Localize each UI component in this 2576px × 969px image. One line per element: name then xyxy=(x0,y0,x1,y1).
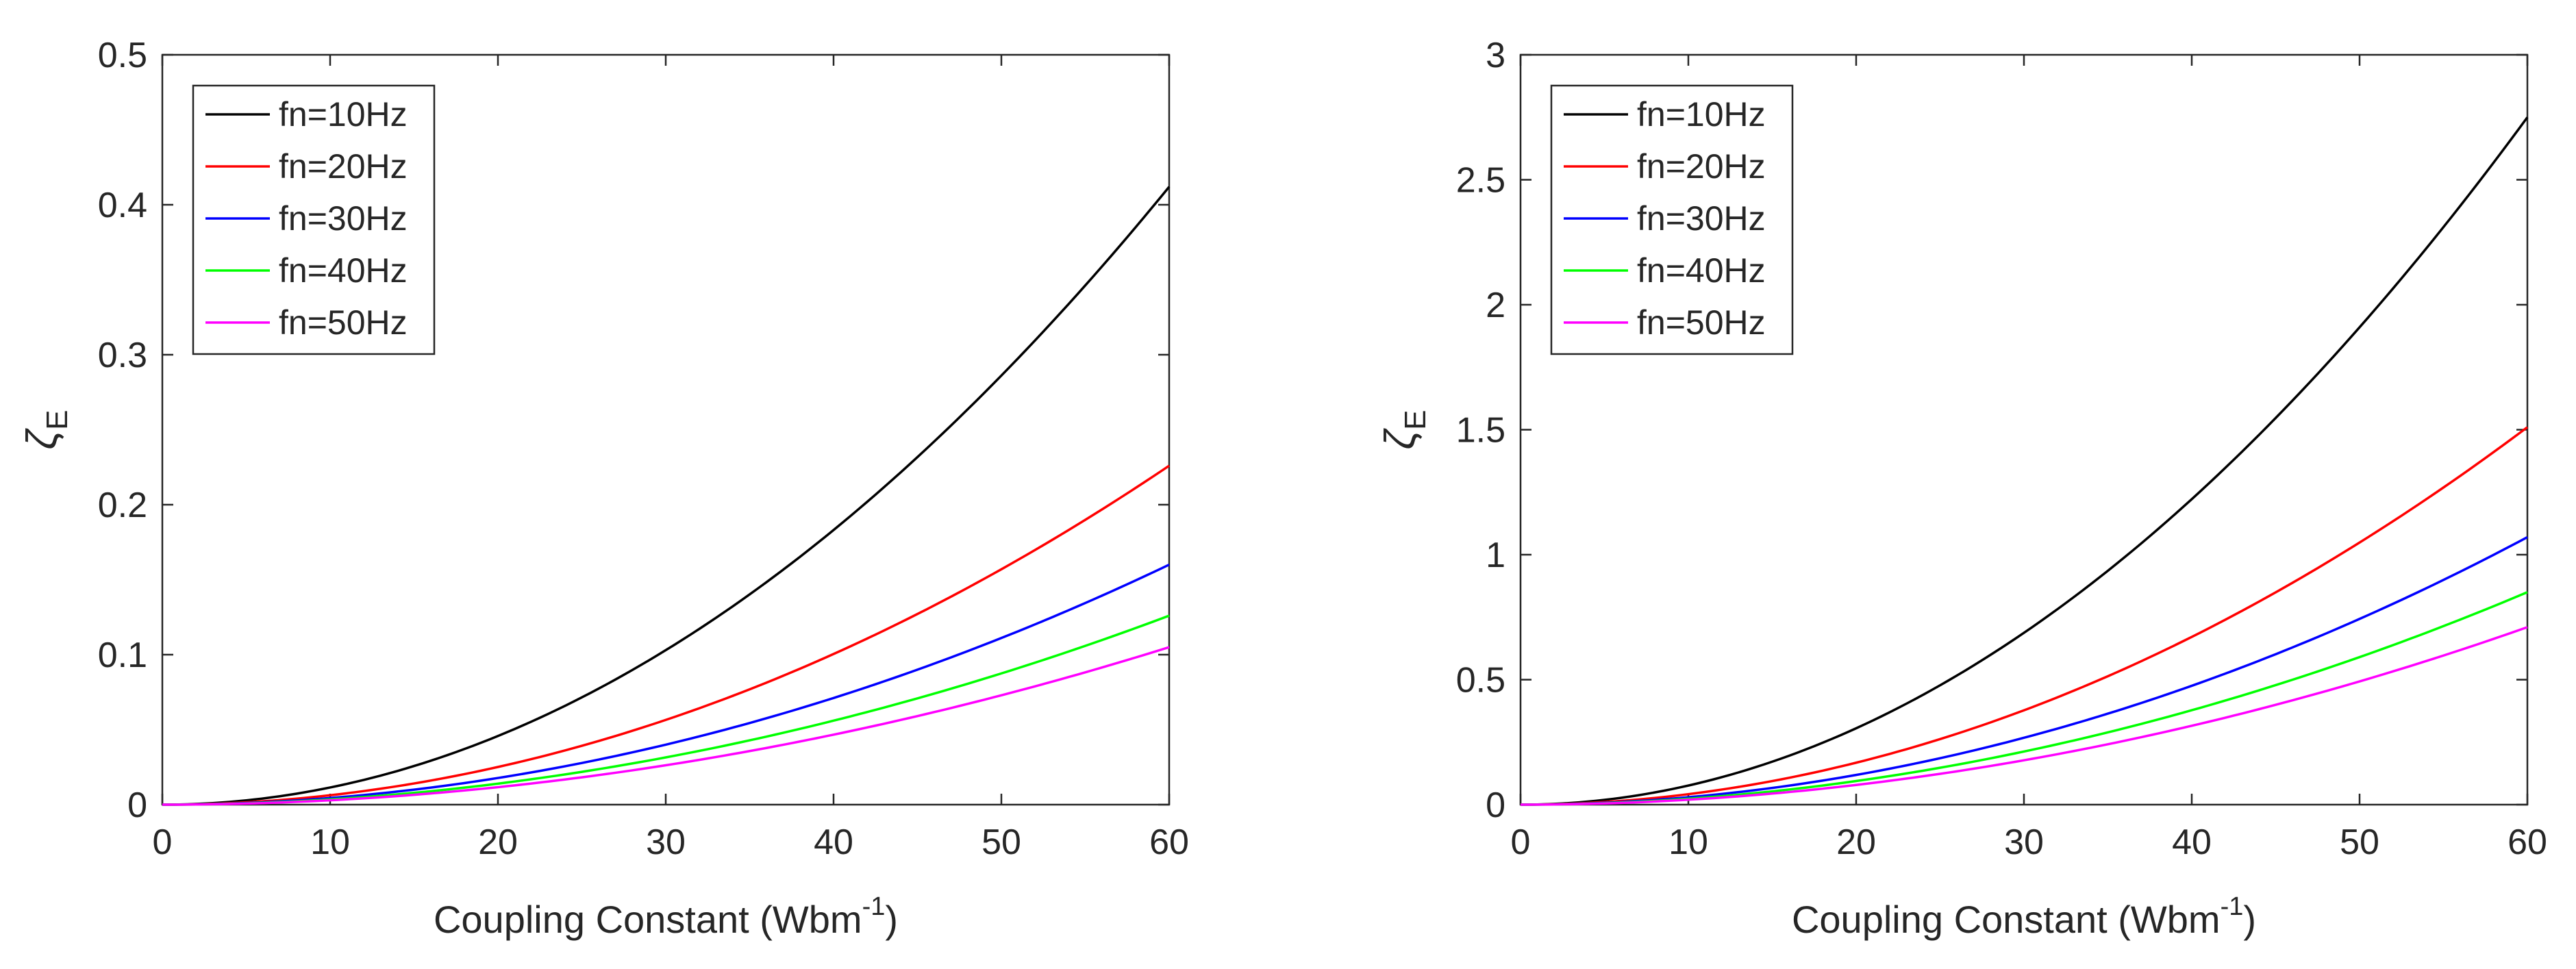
series-line-4 xyxy=(1520,591,2528,806)
series-line-2 xyxy=(162,464,1170,806)
x-tick-label: 0 xyxy=(153,822,173,862)
x-tick-label: 20 xyxy=(478,822,518,862)
x-axis-label-superscript: -1 xyxy=(2221,892,2244,921)
series-line-5 xyxy=(162,646,1170,806)
x-tick-label: 40 xyxy=(2172,822,2212,862)
y-axis-label: ζE xyxy=(1377,410,1432,449)
x-axis-label: Coupling Constant (Wbm-1) xyxy=(434,892,898,941)
series-line-3 xyxy=(1520,536,2528,806)
series-line-5 xyxy=(1520,626,2528,806)
legend-label-5: fn=50Hz xyxy=(1637,303,1766,342)
legend-label-3: fn=30Hz xyxy=(1637,199,1766,238)
x-tick-label: 40 xyxy=(814,822,853,862)
y-tick-label: 2.5 xyxy=(1456,161,1505,201)
series-line-1 xyxy=(162,186,1171,806)
legend-box xyxy=(192,84,436,355)
x-tick-label: 10 xyxy=(310,822,350,862)
y-tick-label: 0.2 xyxy=(98,486,147,525)
y-tick-label: 3 xyxy=(1486,36,1505,75)
x-tick-label: 30 xyxy=(646,822,686,862)
series-line-4 xyxy=(162,614,1170,806)
series-line-2 xyxy=(1520,426,2529,806)
x-tick-label: 50 xyxy=(2340,822,2379,862)
x-tick-label: 60 xyxy=(1149,822,1189,862)
x-tick-label: 0 xyxy=(1511,822,1531,862)
x-axis-label-text: Coupling Constant (Wbm xyxy=(1792,898,2221,941)
y-tick-label: 0 xyxy=(1486,785,1505,825)
legend-label-2: fn=20Hz xyxy=(279,147,408,186)
y-axis-label-symbol: ζ xyxy=(1377,428,1424,450)
legend-box xyxy=(1550,84,1794,355)
legend-label-3: fn=30Hz xyxy=(279,199,408,238)
legend-label-1: fn=10Hz xyxy=(279,95,408,134)
x-axis-label: Coupling Constant (Wbm-1) xyxy=(1792,892,2256,941)
y-axis-label: ζE xyxy=(18,410,74,449)
y-axis-label-symbol: ζ xyxy=(18,428,66,450)
legend-label-4: fn=40Hz xyxy=(1637,251,1766,290)
y-tick-label: 0.1 xyxy=(98,635,147,675)
y-tick-label: 1.5 xyxy=(1456,411,1505,451)
y-tick-label: 1 xyxy=(1486,536,1505,575)
legend-label-5: fn=50Hz xyxy=(279,303,408,342)
y-axis-label-subscript: E xyxy=(1399,410,1432,429)
y-tick-label: 0.5 xyxy=(1456,661,1505,701)
x-tick-label: 10 xyxy=(1668,822,1708,862)
x-tick-label: 50 xyxy=(981,822,1021,862)
series-line-3 xyxy=(162,564,1170,806)
y-tick-label: 0 xyxy=(127,785,147,825)
x-axis-label-superscript: -1 xyxy=(862,892,886,921)
x-axis-label-text: Coupling Constant (Wbm xyxy=(434,898,862,941)
y-tick-label: 0.5 xyxy=(98,36,147,75)
series-line-1 xyxy=(1520,116,2529,806)
x-axis-label-suffix: ) xyxy=(2243,898,2256,941)
x-axis-label-suffix: ) xyxy=(885,898,898,941)
x-tick-label: 60 xyxy=(2508,822,2547,862)
x-tick-label: 30 xyxy=(2004,822,2044,862)
y-tick-label: 2 xyxy=(1486,286,1505,325)
chart-panel-1: 0 10 20 30 40 50 60 0 0.1 0.2 0.3 0.4 0.5 Coupling Co… xyxy=(18,36,1189,941)
legend-label-2: fn=20Hz xyxy=(1637,147,1766,186)
chart-panel-2: 0 10 20 30 40 50 60 0 0.5 1 1.5 2 2.5 3 Coupling Const… xyxy=(1377,36,2547,941)
y-tick-label: 0.4 xyxy=(98,186,147,225)
legend-label-1: fn=10Hz xyxy=(1637,95,1766,134)
x-tick-label: 20 xyxy=(1836,822,1876,862)
legend-label-4: fn=40Hz xyxy=(279,251,408,290)
y-tick-label: 0.3 xyxy=(98,336,147,375)
y-axis-label-subscript: E xyxy=(40,410,74,429)
